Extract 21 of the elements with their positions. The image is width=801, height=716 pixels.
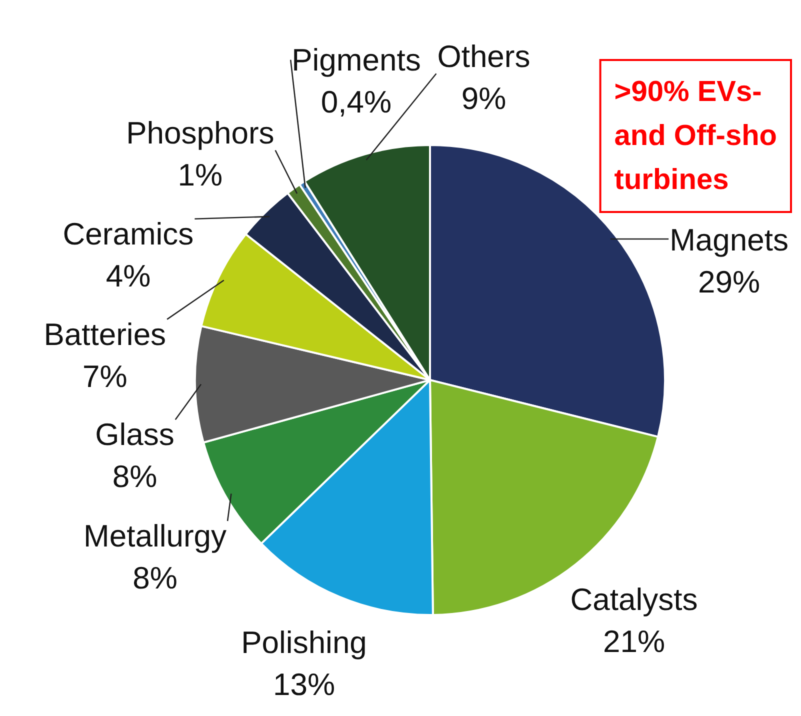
data-label: 7% <box>82 358 128 394</box>
slice-label: Polishing <box>241 624 367 660</box>
data-label: 0,4% <box>320 84 392 120</box>
data-label: 29% <box>698 264 760 300</box>
slice-label: Ceramics <box>62 216 194 252</box>
slice-label: Catalysts <box>570 582 698 618</box>
data-label: 21% <box>603 624 666 660</box>
data-label: 8% <box>132 560 178 596</box>
slice-label: Others <box>437 39 530 74</box>
slice-label: Metallurgy <box>84 518 228 554</box>
data-label: 13% <box>273 666 336 702</box>
slice-label: Glass <box>95 417 174 452</box>
data-label: 8% <box>112 459 158 494</box>
slice-label: Batteries <box>44 316 166 352</box>
data-label: 9% <box>461 81 506 116</box>
data-label: 4% <box>106 258 151 294</box>
slice-label: Phosphors <box>126 116 274 151</box>
text: >90% EVs- and Off-sho turbines <box>614 76 778 196</box>
slice-label: Magnets <box>670 222 788 258</box>
slice-label: Pigments <box>292 42 421 78</box>
data-label: 1% <box>178 158 223 193</box>
